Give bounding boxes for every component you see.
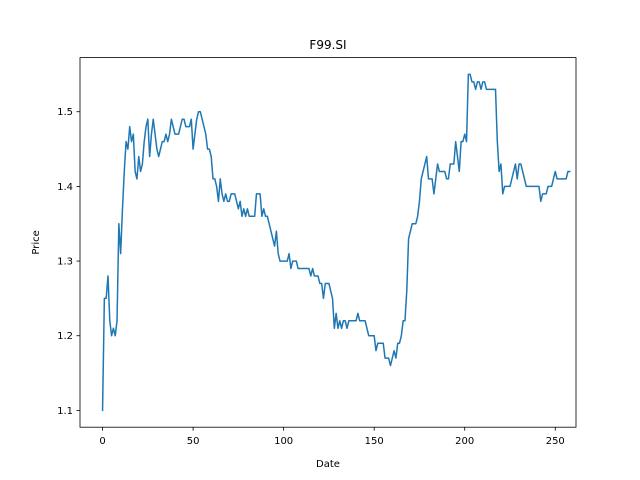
- x-axis-ticks: 0 50 100 150 200 250: [99, 427, 565, 447]
- y-tick-label: 1.5: [57, 107, 73, 118]
- x-tick-label: 100: [274, 436, 293, 447]
- y-tick-label: 1.3: [57, 257, 73, 268]
- y-axis-ticks: 1.1 1.2 1.3 1.4 1.5: [57, 107, 80, 417]
- y-tick-label: 1.4: [57, 182, 73, 193]
- y-axis-label: Price: [31, 230, 42, 254]
- x-tick-label: 50: [187, 436, 200, 447]
- x-tick-label: 200: [455, 436, 474, 447]
- x-axis-label: Date: [316, 459, 340, 470]
- plot-area: [80, 57, 576, 428]
- x-tick-label: 250: [546, 436, 565, 447]
- chart-title: F99.SI: [309, 38, 346, 52]
- axes-frame: [79, 57, 577, 428]
- price-series-line: [101, 73, 571, 412]
- axes-spines: [79, 57, 577, 428]
- y-tick-label: 1.2: [57, 331, 73, 342]
- x-tick-label: 0: [99, 436, 105, 447]
- y-tick-label: 1.1: [57, 406, 73, 417]
- x-tick-label: 150: [365, 436, 384, 447]
